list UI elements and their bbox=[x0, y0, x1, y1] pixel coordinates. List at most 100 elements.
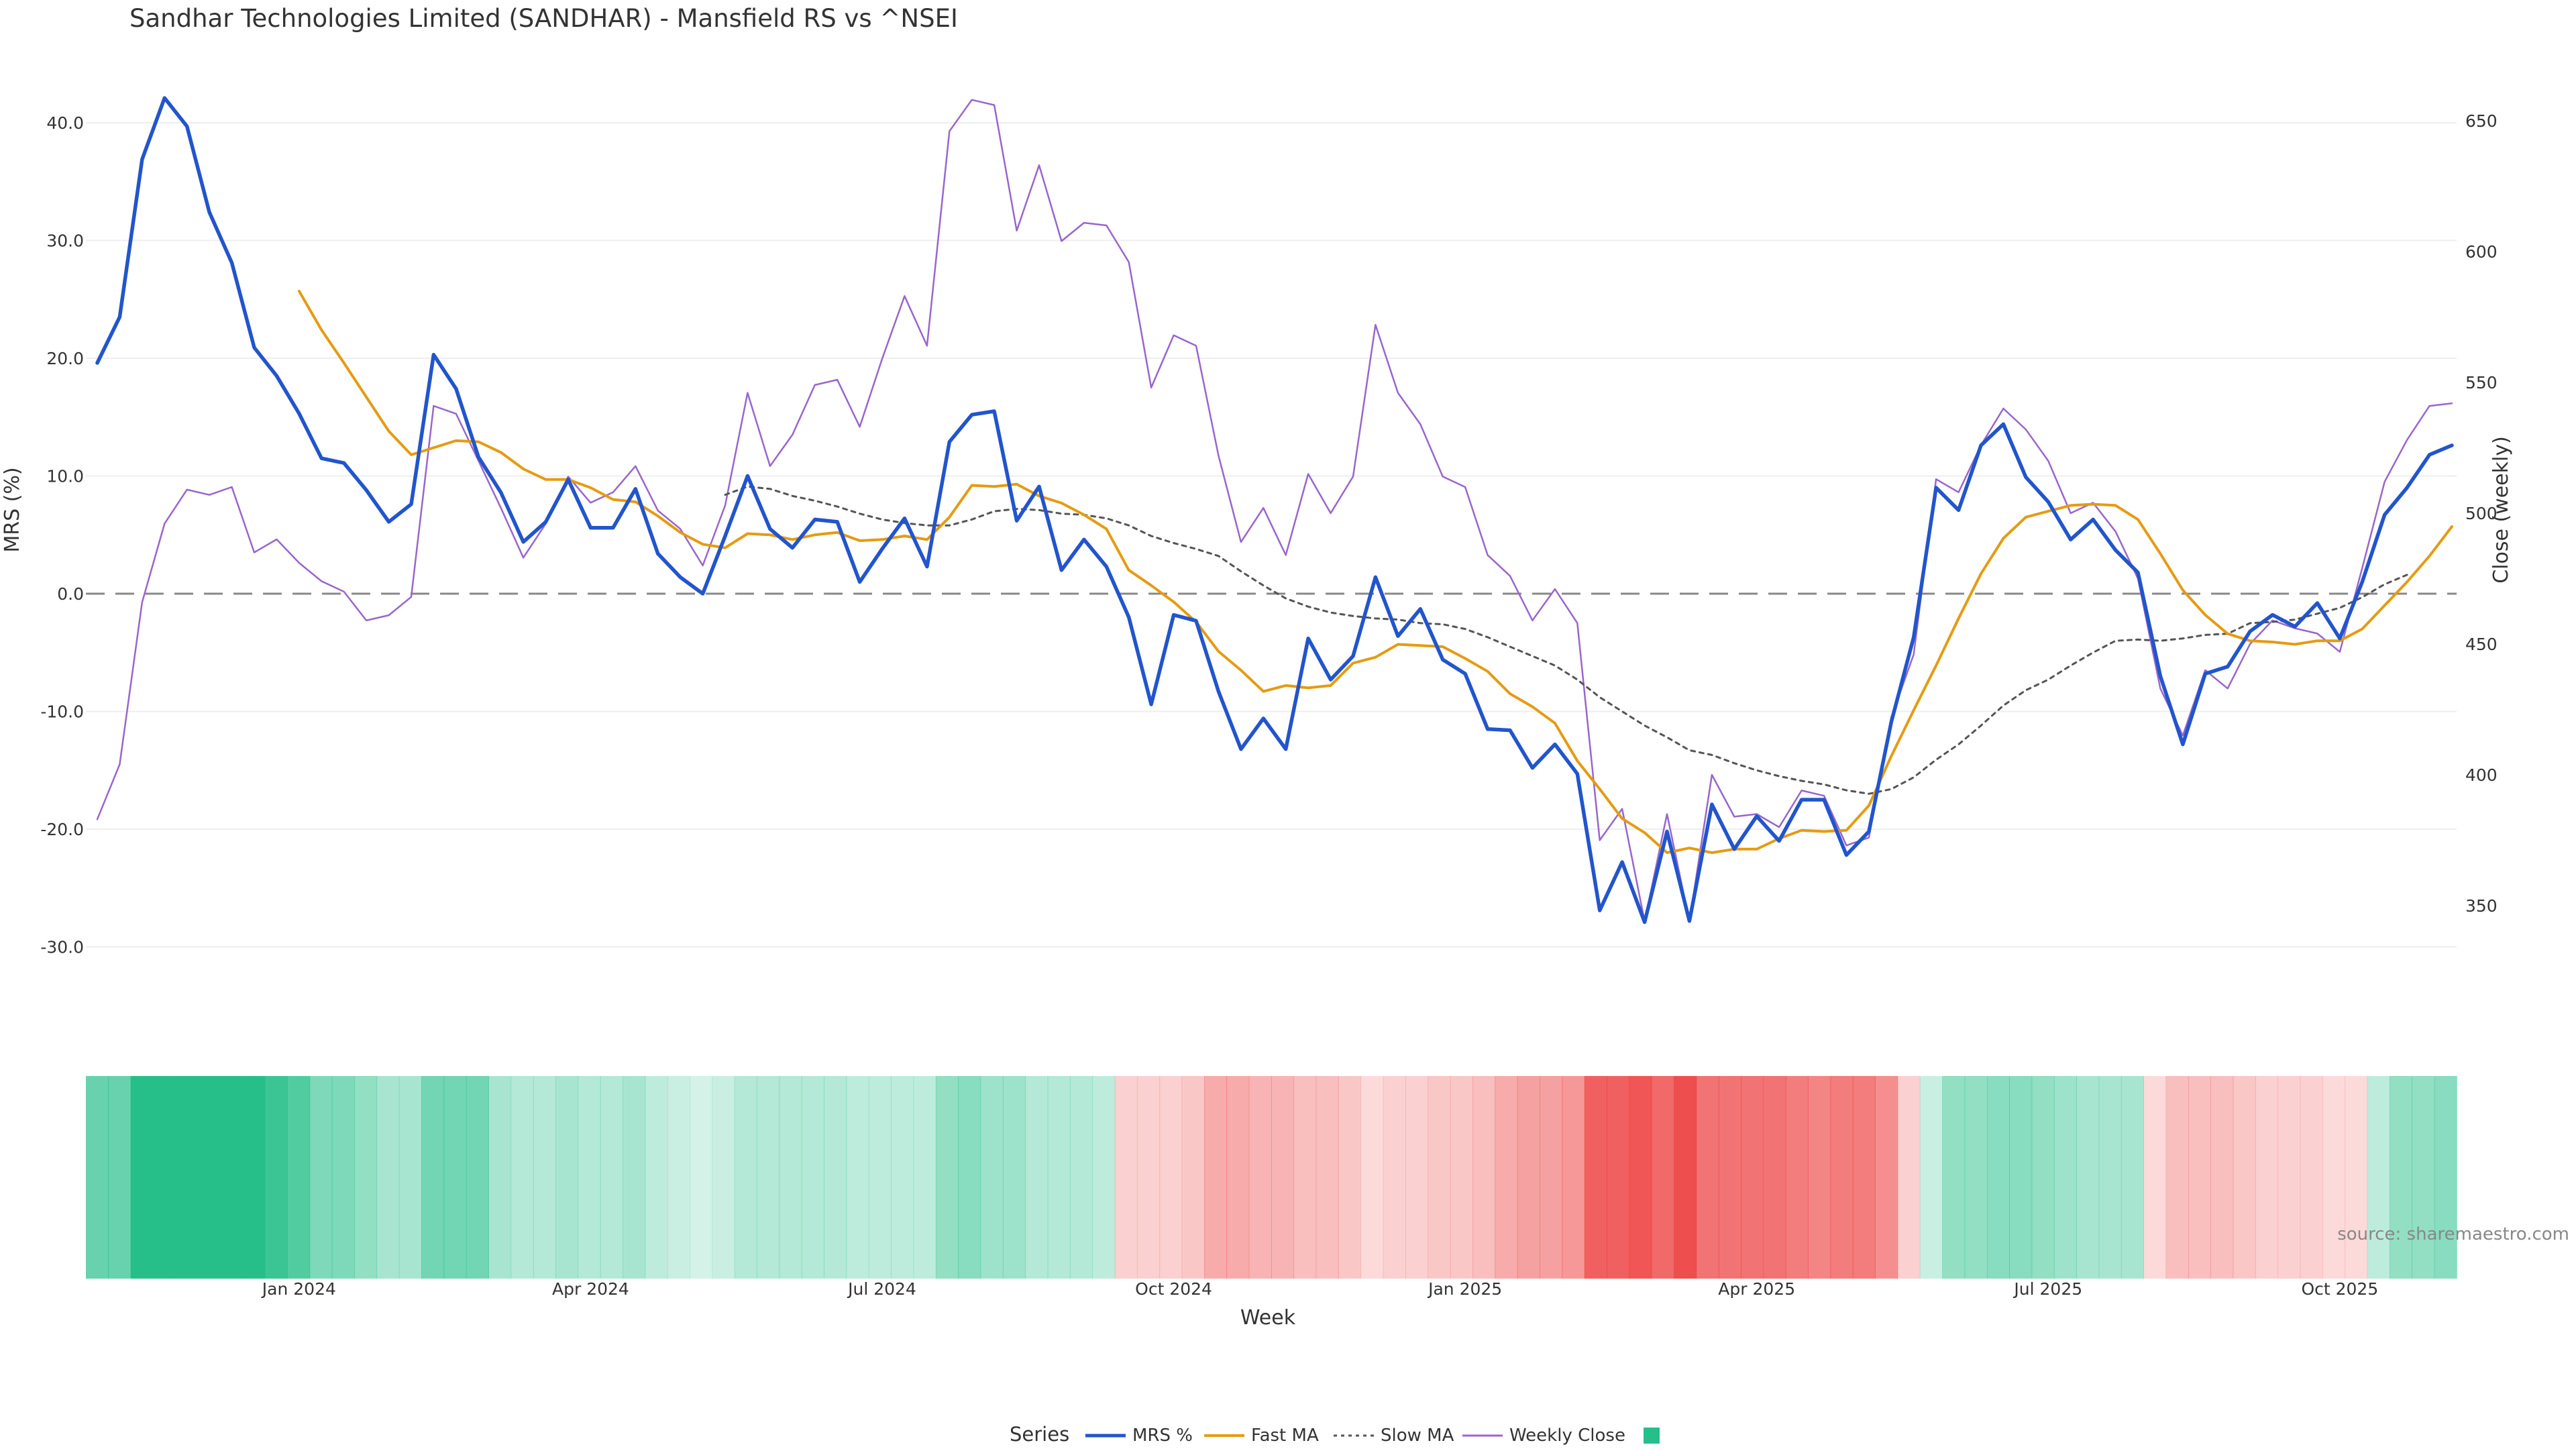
heatmap-cell bbox=[645, 1076, 668, 1279]
heatmap-cell bbox=[578, 1076, 601, 1279]
heatmap-cell bbox=[1450, 1076, 1473, 1279]
heatmap-cell bbox=[846, 1076, 869, 1279]
heatmap-cell bbox=[1271, 1076, 1295, 1279]
heatmap-cell bbox=[2390, 1076, 2413, 1279]
heatmap-cell bbox=[734, 1076, 757, 1279]
heatmap-cell bbox=[2300, 1076, 2323, 1279]
legend-swatch-band[interactable] bbox=[1644, 1428, 1660, 1444]
heatmap-cell bbox=[2053, 1076, 2077, 1279]
heatmap-cell bbox=[1919, 1076, 1943, 1279]
heatmap-cell bbox=[2434, 1076, 2457, 1279]
heatmap-cell bbox=[2143, 1076, 2167, 1279]
heatmap-cell bbox=[354, 1076, 378, 1279]
heatmap-cell bbox=[623, 1076, 646, 1279]
heatmap-cell bbox=[1629, 1076, 1652, 1279]
x-tick-label: Jul 2024 bbox=[847, 1279, 916, 1299]
heatmap-cell bbox=[1204, 1076, 1228, 1279]
heatmap-cell bbox=[2367, 1076, 2390, 1279]
y-right-tick-label: 400 bbox=[2465, 765, 2498, 785]
heatmap-cell bbox=[1495, 1076, 1518, 1279]
heatmap-cell bbox=[1472, 1076, 1496, 1279]
x-tick-label: Oct 2025 bbox=[2301, 1279, 2378, 1299]
heatmap-cell bbox=[2210, 1076, 2234, 1279]
legend-title: Series bbox=[1010, 1423, 1069, 1446]
heatmap-cell bbox=[2345, 1076, 2368, 1279]
heatmap-cell bbox=[1226, 1076, 1250, 1279]
heatmap-cell bbox=[1897, 1076, 1921, 1279]
y-right-tick-label: 500 bbox=[2465, 504, 2498, 523]
y-left-tick-label: 0.0 bbox=[57, 584, 84, 604]
legend-label-mrs[interactable]: MRS % bbox=[1132, 1426, 1193, 1446]
heatmap-cell bbox=[779, 1076, 802, 1279]
heatmap-cell bbox=[757, 1076, 780, 1279]
heatmap-cell bbox=[801, 1076, 824, 1279]
x-tick-label: Apr 2024 bbox=[552, 1279, 629, 1299]
heatmap-cell bbox=[2098, 1076, 2122, 1279]
y-right-tick-label: 550 bbox=[2465, 373, 2498, 392]
heatmap-cell bbox=[2165, 1076, 2189, 1279]
y-left-tick-label: 10.0 bbox=[46, 467, 84, 486]
heatmap-cell bbox=[824, 1076, 847, 1279]
heatmap-cell bbox=[1763, 1076, 1786, 1279]
heatmap-cell bbox=[1830, 1076, 1854, 1279]
legend-label-fast[interactable]: Fast MA bbox=[1251, 1426, 1319, 1446]
heatmap-cell bbox=[242, 1076, 266, 1279]
x-tick-label: Jan 2024 bbox=[261, 1279, 336, 1299]
series-line-fast bbox=[297, 290, 2453, 855]
heatmap-cell bbox=[1584, 1076, 1607, 1279]
heatmap-cell bbox=[1137, 1076, 1161, 1279]
heatmap-cell bbox=[1852, 1076, 1876, 1279]
heatmap-cell bbox=[600, 1076, 623, 1279]
heatmap-cell bbox=[891, 1076, 914, 1279]
heatmap-cell bbox=[1674, 1076, 1697, 1279]
heatmap-cell bbox=[130, 1076, 154, 1279]
y-left-tick-label: -10.0 bbox=[40, 702, 84, 722]
heatmap-cell bbox=[421, 1076, 445, 1279]
y-axis-right-label: Close (weekly) bbox=[2489, 436, 2513, 584]
heatmap-cell bbox=[511, 1076, 534, 1279]
heatmap-cell bbox=[555, 1076, 579, 1279]
heatmap-cell bbox=[1360, 1076, 1384, 1279]
heatmap-cell bbox=[1405, 1076, 1429, 1279]
heatmap-cell bbox=[1696, 1076, 1719, 1279]
heatmap-cell bbox=[108, 1076, 131, 1279]
y-left-tick-label: -30.0 bbox=[40, 938, 84, 957]
x-tick-label: Jan 2025 bbox=[1427, 1279, 1502, 1299]
heatmap-cell bbox=[1517, 1076, 1540, 1279]
heatmap-cell bbox=[1159, 1076, 1183, 1279]
heatmap-cell bbox=[1248, 1076, 1272, 1279]
y-right-tick-label: 450 bbox=[2465, 635, 2498, 654]
y-right-tick-label: 650 bbox=[2465, 111, 2498, 131]
y-right-tick-label: 600 bbox=[2465, 242, 2498, 262]
heatmap-cell bbox=[1808, 1076, 1831, 1279]
series-line-slow bbox=[724, 485, 2408, 795]
heatmap-cell bbox=[1025, 1076, 1049, 1279]
chart-title: Sandhar Technologies Limited (SANDHAR) -… bbox=[129, 4, 958, 33]
heatmap-cell bbox=[533, 1076, 556, 1279]
heatmap-cell bbox=[1428, 1076, 1451, 1279]
heatmap-cell bbox=[287, 1076, 311, 1279]
heatmap-cell bbox=[1741, 1076, 1764, 1279]
x-tick-label: Oct 2024 bbox=[1135, 1279, 1212, 1299]
legend-label-slow[interactable]: Slow MA bbox=[1381, 1426, 1454, 1446]
heatmap-cell bbox=[2322, 1076, 2346, 1279]
heatmap-cell bbox=[913, 1076, 936, 1279]
heatmap-cell bbox=[2233, 1076, 2256, 1279]
heatmap-cell bbox=[1562, 1076, 1585, 1279]
heatmap-cell bbox=[153, 1076, 176, 1279]
legend: Series MRS % Fast MA Slow MA Weekly Clos… bbox=[1010, 1423, 1660, 1446]
y-left-tick-label: 20.0 bbox=[46, 349, 84, 368]
heatmap-cell bbox=[958, 1076, 981, 1279]
y-left-tick-label: 40.0 bbox=[46, 113, 84, 133]
legend-label-close[interactable]: Weekly Close bbox=[1509, 1426, 1625, 1446]
series-line-close bbox=[96, 99, 2453, 922]
heatmap-cell bbox=[868, 1076, 892, 1279]
heatmap-cell bbox=[1718, 1076, 1741, 1279]
heatmap-cell bbox=[220, 1076, 244, 1279]
heatmap-cell bbox=[466, 1076, 489, 1279]
tick-layer: 40.0 30.0 20.0 10.0 0.0 -10.0 -20.0 -30.0 650 600… bbox=[40, 111, 2497, 1299]
heatmap-cell bbox=[175, 1076, 199, 1279]
heatmap-cell bbox=[1092, 1076, 1116, 1279]
